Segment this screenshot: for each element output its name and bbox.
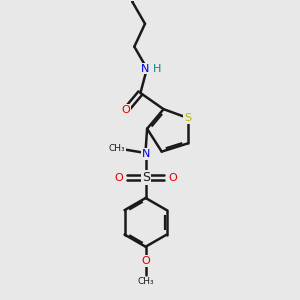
Text: CH₃: CH₃: [137, 277, 154, 286]
Text: O: O: [168, 173, 177, 183]
Text: H: H: [153, 64, 161, 74]
Text: S: S: [142, 171, 150, 184]
Text: O: O: [141, 256, 150, 266]
Text: O: O: [114, 173, 123, 183]
Text: N: N: [141, 64, 150, 74]
Text: CH₃: CH₃: [109, 144, 125, 153]
Text: O: O: [122, 105, 130, 115]
Text: N: N: [141, 149, 150, 159]
Text: S: S: [184, 113, 191, 123]
